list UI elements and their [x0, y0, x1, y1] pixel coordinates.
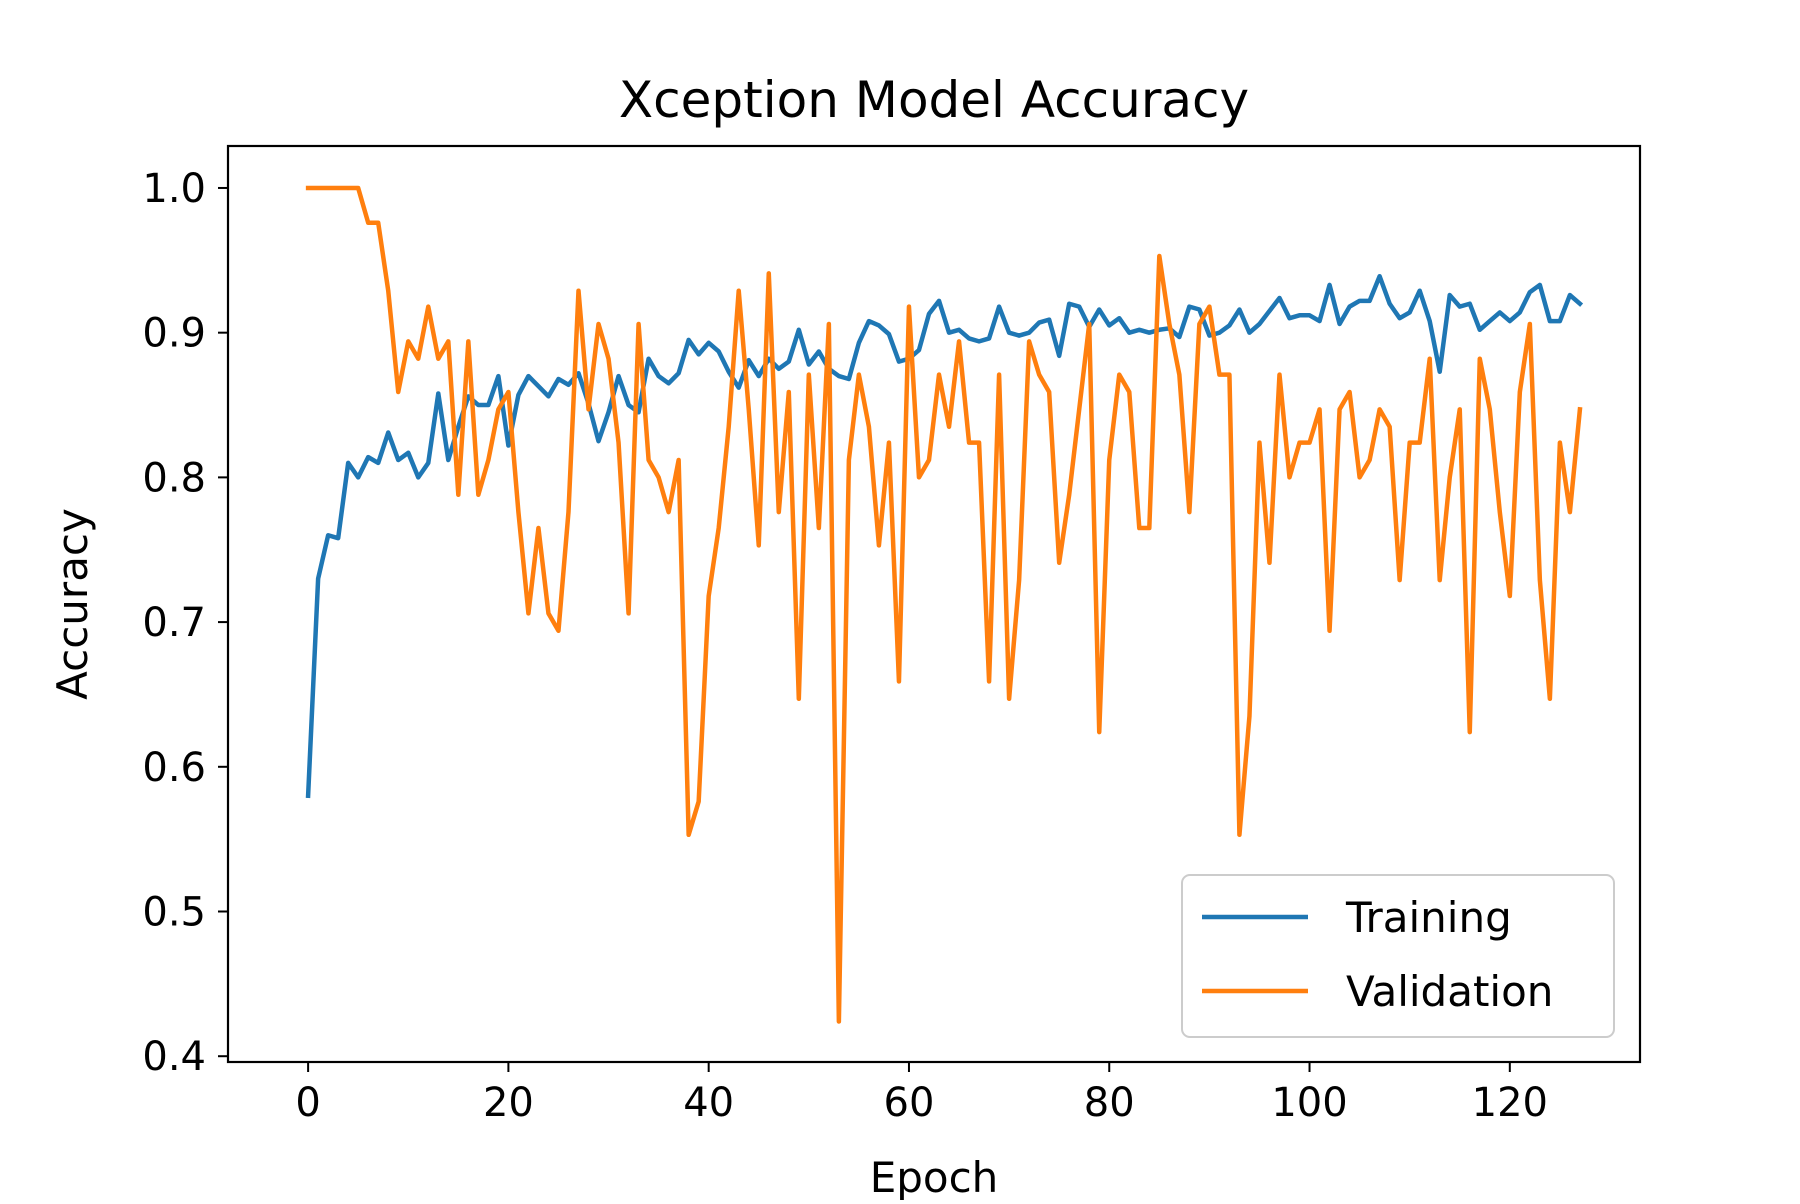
x-tick-label: 40 [683, 1080, 734, 1126]
x-tick-label: 100 [1271, 1080, 1347, 1126]
y-tick-label: 0.5 [142, 890, 206, 936]
x-tick-label: 20 [483, 1080, 534, 1126]
series-line-validation [305, 185, 1583, 1024]
x-tick-label: 0 [295, 1080, 320, 1126]
plot-area [305, 185, 1584, 1024]
series-line-training [305, 273, 1584, 799]
chart-title: Xception Model Accuracy [619, 71, 1249, 129]
y-tick-label: 0.8 [142, 455, 206, 501]
legend-label-validation: Validation [1346, 967, 1553, 1016]
x-tick-label: 60 [884, 1080, 935, 1126]
y-tick-label: 0.7 [142, 600, 206, 646]
y-tick-label: 0.9 [142, 311, 206, 357]
x-axis-label: Epoch [870, 1153, 999, 1200]
y-axis: 0.4 0.5 0.6 0.7 0.8 0.9 1.0 [142, 166, 228, 1080]
y-tick-label: 0.6 [142, 745, 206, 791]
y-tick-label: 0.4 [142, 1034, 206, 1080]
x-tick-label: 120 [1472, 1080, 1548, 1126]
plot-frame [226, 144, 1642, 1064]
legend-label-training: Training [1345, 893, 1512, 942]
x-axis: 0 20 40 60 80 100 120 [295, 1062, 1548, 1126]
x-tick-label: 80 [1084, 1080, 1135, 1126]
legend: Training Validation [1181, 874, 1615, 1038]
y-tick-label: 1.0 [142, 166, 206, 212]
y-axis-label: Accuracy [48, 508, 97, 700]
